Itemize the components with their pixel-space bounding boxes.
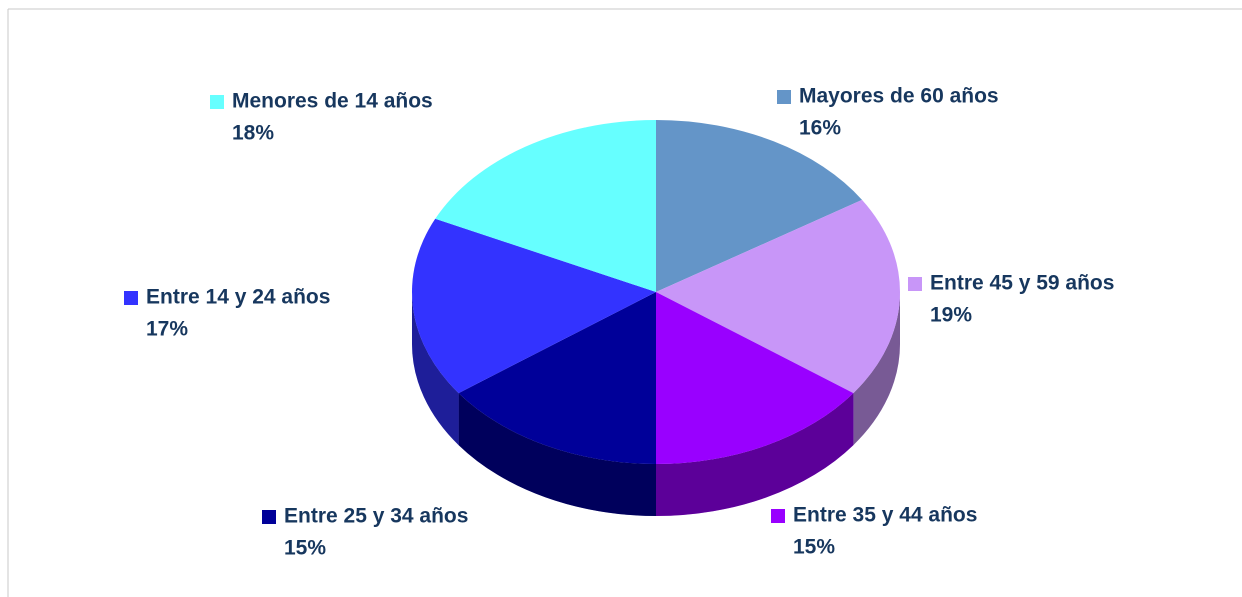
slice — [435, 120, 656, 292]
legend-swatch — [262, 510, 276, 524]
legend-swatch — [210, 95, 224, 109]
legend-swatch — [777, 90, 791, 104]
legend-swatch — [908, 277, 922, 291]
slice-label: Entre 45 y 59 años — [930, 272, 1114, 295]
slice-side — [458, 393, 656, 516]
slice-value-label: 15% — [284, 537, 326, 560]
slice — [656, 120, 863, 292]
slice-value-label: 18% — [232, 122, 274, 145]
slice-label: Entre 35 y 44 años — [793, 504, 977, 527]
slice-side-shade — [412, 292, 459, 446]
slice-value-label: 15% — [793, 536, 835, 559]
legend-swatch — [771, 509, 785, 523]
slice — [411, 218, 656, 394]
slice — [656, 292, 854, 464]
slice-side — [412, 292, 459, 446]
slice-side-shade — [853, 292, 900, 446]
slice-value-label: 17% — [146, 318, 188, 341]
slice — [656, 199, 901, 394]
slice-side — [656, 393, 854, 516]
legend-swatch — [124, 291, 138, 305]
slice — [458, 292, 656, 464]
slice-side-shade — [458, 393, 656, 516]
slice-side — [853, 292, 900, 446]
slice-label: Entre 14 y 24 años — [146, 286, 330, 309]
slice-label: Entre 25 y 34 años — [284, 505, 468, 528]
slice-value-label: 19% — [930, 304, 972, 327]
slice-label: Menores de 14 años — [232, 90, 433, 113]
slice-value-label: 16% — [799, 117, 841, 140]
slice-label: Mayores de 60 años — [799, 85, 999, 108]
slice-side-shade — [656, 393, 854, 516]
